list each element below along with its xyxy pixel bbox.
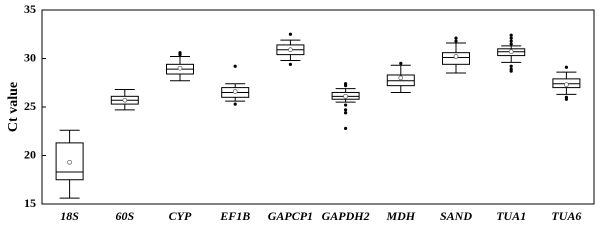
outlier — [288, 62, 292, 66]
outlier — [344, 84, 348, 88]
mean — [564, 82, 569, 88]
outlier — [509, 36, 513, 40]
outlier — [233, 64, 237, 68]
mean — [122, 97, 128, 103]
x-tick-label: 18S — [60, 209, 79, 223]
chart: Ct value 15 20 25 30 35 18S 60S CYP EF1B GAPCP1 GA… — [6, 2, 595, 223]
outlier — [564, 65, 569, 69]
outlier — [454, 39, 458, 43]
x-tick-label: GAPCP1 — [268, 209, 313, 223]
y-tick-label: 30 — [24, 50, 36, 64]
mean — [453, 54, 459, 59]
mean — [343, 93, 348, 99]
y-tick-label: 20 — [24, 147, 36, 161]
y-tick-label: 35 — [24, 2, 36, 16]
outlier — [564, 97, 569, 101]
y-tick-label: 25 — [24, 99, 36, 113]
mean — [398, 75, 404, 81]
outlier — [454, 36, 458, 40]
outlier — [233, 102, 237, 106]
outlier — [344, 108, 348, 112]
mean — [232, 89, 238, 94]
y-tick-label: 15 — [24, 196, 36, 210]
x-tick-label: CYP — [169, 209, 192, 223]
outlier — [178, 53, 182, 57]
outlier — [509, 33, 513, 37]
outlier — [288, 32, 292, 36]
mean — [67, 159, 72, 165]
x-tick-label: TUA1 — [496, 209, 526, 223]
outlier — [509, 64, 513, 68]
x-tick-label: MDH — [385, 209, 415, 223]
mean — [288, 47, 293, 53]
x-tick-label: EF1B — [219, 209, 250, 223]
x-tick-label: 60S — [115, 209, 134, 223]
outlier — [509, 39, 513, 43]
x-tick-label: GAPDH2 — [322, 209, 370, 223]
outlier — [344, 103, 348, 107]
outlier — [344, 126, 348, 130]
outlier — [509, 69, 513, 73]
y-axis-label: Ct value — [6, 82, 21, 132]
outlier — [399, 61, 403, 65]
mean — [177, 65, 183, 71]
x-tick-label: TUA6 — [551, 209, 581, 223]
mean — [508, 49, 514, 55]
outlier — [509, 42, 513, 46]
x-tick-label: SAND — [440, 209, 472, 223]
outlier — [344, 111, 348, 115]
